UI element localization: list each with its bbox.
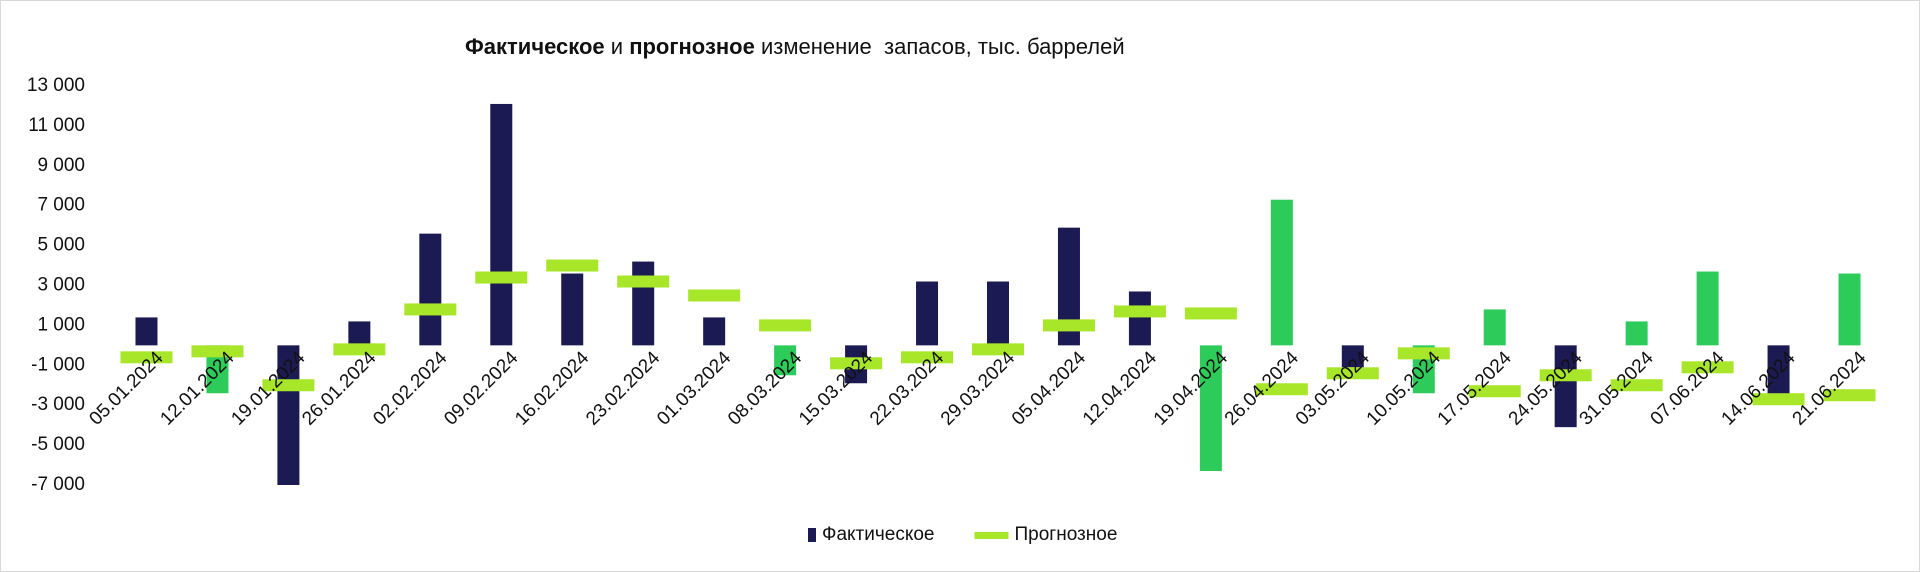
title-part: Фактическое (465, 34, 605, 59)
forecast-dash (1042, 319, 1095, 332)
title-part: прогнозное (629, 34, 755, 59)
forecast-dash (262, 379, 315, 392)
bar (774, 345, 797, 376)
forecast-dash (759, 319, 812, 332)
forecast-dash (1113, 305, 1166, 318)
bar (1341, 345, 1364, 368)
forecast-dash (404, 303, 457, 316)
bar (1554, 345, 1577, 428)
y-tick-label: 1 000 (37, 314, 85, 335)
y-tick-label: 9 000 (37, 155, 85, 176)
y-tick-label: 7 000 (37, 195, 85, 216)
y-tick-label: -5 000 (31, 434, 85, 455)
forecast-dash (191, 345, 244, 358)
y-tick-label: 11 000 (28, 115, 85, 136)
bar (1057, 227, 1080, 346)
bar (916, 281, 939, 346)
forecast-dash (1752, 393, 1805, 406)
y-tick-label: -7 000 (31, 474, 85, 495)
forecast-dash (1468, 385, 1521, 398)
legend-swatch (974, 532, 1009, 539)
forecast-dash (1823, 389, 1876, 402)
forecast-dash (120, 351, 173, 364)
forecast-dash (972, 343, 1024, 356)
forecast-dash (1610, 379, 1663, 392)
title-part: и (605, 34, 630, 59)
y-tick-label: -1 000 (31, 354, 85, 375)
title-part: изменение запасов, тыс. баррелей (755, 34, 1125, 59)
bar (632, 261, 655, 346)
forecast-dash (333, 343, 386, 356)
forecast-dash (617, 275, 670, 288)
bar (135, 317, 158, 346)
bar (1270, 199, 1293, 346)
forecast-dash (475, 271, 528, 284)
forecast-dash (546, 259, 599, 272)
bar (1838, 273, 1861, 346)
bar (1483, 309, 1506, 346)
forecast-dash (830, 357, 883, 370)
y-tick-label: 13 000 (27, 75, 85, 96)
bar (1128, 291, 1151, 346)
legend-swatch (808, 528, 816, 542)
forecast-dash (1681, 361, 1734, 374)
forecast-dash (1539, 369, 1592, 382)
legend-label: Прогнозное (1014, 524, 1117, 545)
bar (703, 317, 726, 346)
legend-label: Фактическое (822, 524, 934, 545)
forecast-dash (688, 289, 741, 302)
bar (1199, 345, 1222, 472)
forecast-dash (1326, 367, 1379, 380)
bar (348, 321, 371, 346)
forecast-dash (1397, 347, 1450, 360)
bar (1696, 271, 1719, 346)
forecast-dash (1184, 307, 1237, 320)
chart-title: Фактическое и прогнозное изменение запас… (465, 34, 1125, 59)
y-tick-label: 5 000 (37, 235, 85, 256)
bar (419, 233, 442, 346)
forecast-dash (901, 351, 954, 364)
y-tick-label: -3 000 (31, 394, 85, 415)
bar (987, 281, 1009, 346)
forecast-dash (1255, 383, 1308, 396)
bar (1767, 345, 1790, 396)
bar (1625, 321, 1648, 346)
bar (490, 103, 513, 346)
y-tick-label: 3 000 (37, 275, 85, 296)
bar (561, 273, 584, 346)
